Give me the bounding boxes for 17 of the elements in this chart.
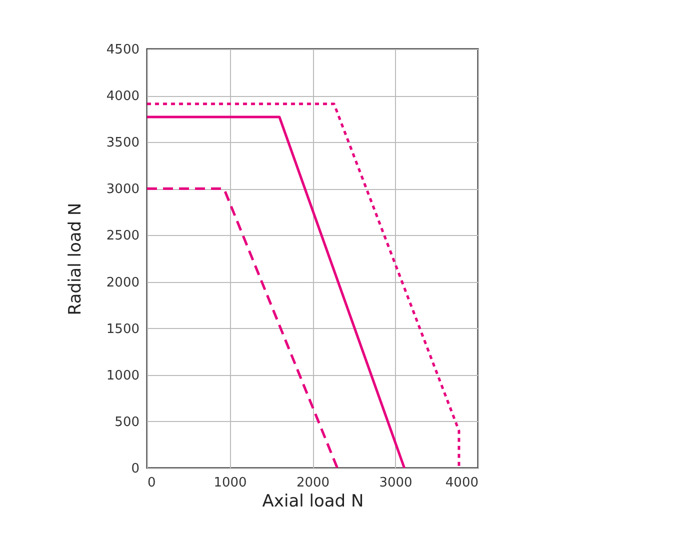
y-tick-label: 500 (114, 414, 140, 430)
x-tick-label: 3000 (379, 476, 412, 490)
y-tick-label: 4500 (106, 42, 140, 58)
x-tick-label: 0 (148, 476, 156, 490)
y-tick-label: 3500 (106, 136, 140, 151)
y-axis-title: Radial load N (65, 202, 86, 316)
y-tick-label: 1500 (106, 322, 140, 337)
y-tick-label: 0 (131, 462, 140, 476)
y-tick-label: 1000 (106, 368, 140, 384)
y-tick-label: 4000 (106, 89, 140, 104)
x-tick-label: 2000 (296, 476, 330, 490)
y-tick-label: 2000 (106, 275, 140, 290)
x-tick-label: 1000 (214, 476, 247, 490)
x-tick-label: 4000 (445, 476, 478, 490)
y-tick-label: 3000 (106, 182, 140, 198)
x-axis-title: Axial load N (262, 492, 364, 512)
y-tick-label: 2500 (106, 228, 140, 244)
